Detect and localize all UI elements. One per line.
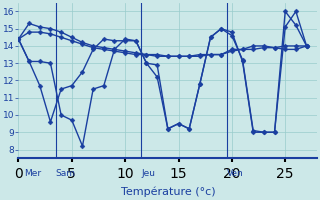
Text: Mer: Mer <box>24 169 41 178</box>
Text: Ven: Ven <box>227 169 243 178</box>
X-axis label: Température (°c): Température (°c) <box>121 187 215 197</box>
Text: Jeu: Jeu <box>141 169 155 178</box>
Text: Sam: Sam <box>56 169 76 178</box>
